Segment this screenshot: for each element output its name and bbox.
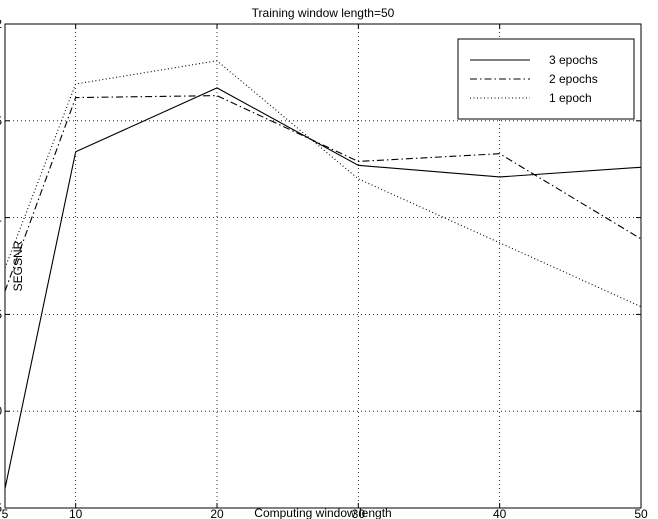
legend-label: 1 epoch	[549, 91, 592, 105]
legend: 3 epochs 2 epochs 1 epoch	[457, 38, 635, 120]
series-lines	[4, 60, 642, 489]
series-line-3-epochs	[4, 87, 642, 489]
y-tick-label: 32	[0, 17, 2, 31]
x-tick-label: 50	[634, 507, 648, 519]
series-line-2-epochs	[4, 95, 642, 292]
x-axis-label: Computing window length	[254, 506, 391, 519]
y-tick-label: 29.5	[0, 501, 2, 515]
x-tick-label: 20	[210, 507, 224, 519]
y-tick-label: 31	[0, 211, 2, 225]
y-tick-label: 30	[0, 404, 2, 418]
y-tick-label: 31.5	[0, 114, 2, 128]
y-axis-label: SEGSNR	[11, 240, 25, 291]
y-tick-label: 30.5	[0, 307, 2, 321]
plot-frame	[4, 23, 642, 509]
legend-label: 3 epochs	[549, 53, 598, 67]
chart-title: Training window length=50	[252, 6, 395, 20]
x-tick-label: 5	[2, 507, 9, 519]
x-tick-label: 40	[493, 507, 507, 519]
legend-box	[457, 38, 635, 120]
legend-label: 2 epochs	[549, 72, 598, 86]
x-tick-label: 30	[352, 507, 366, 519]
x-tick-label: 10	[69, 507, 83, 519]
axis-ticks: 5 10 20 30 40 50 29.5 30 30.5 31 31.5 32	[0, 17, 648, 519]
